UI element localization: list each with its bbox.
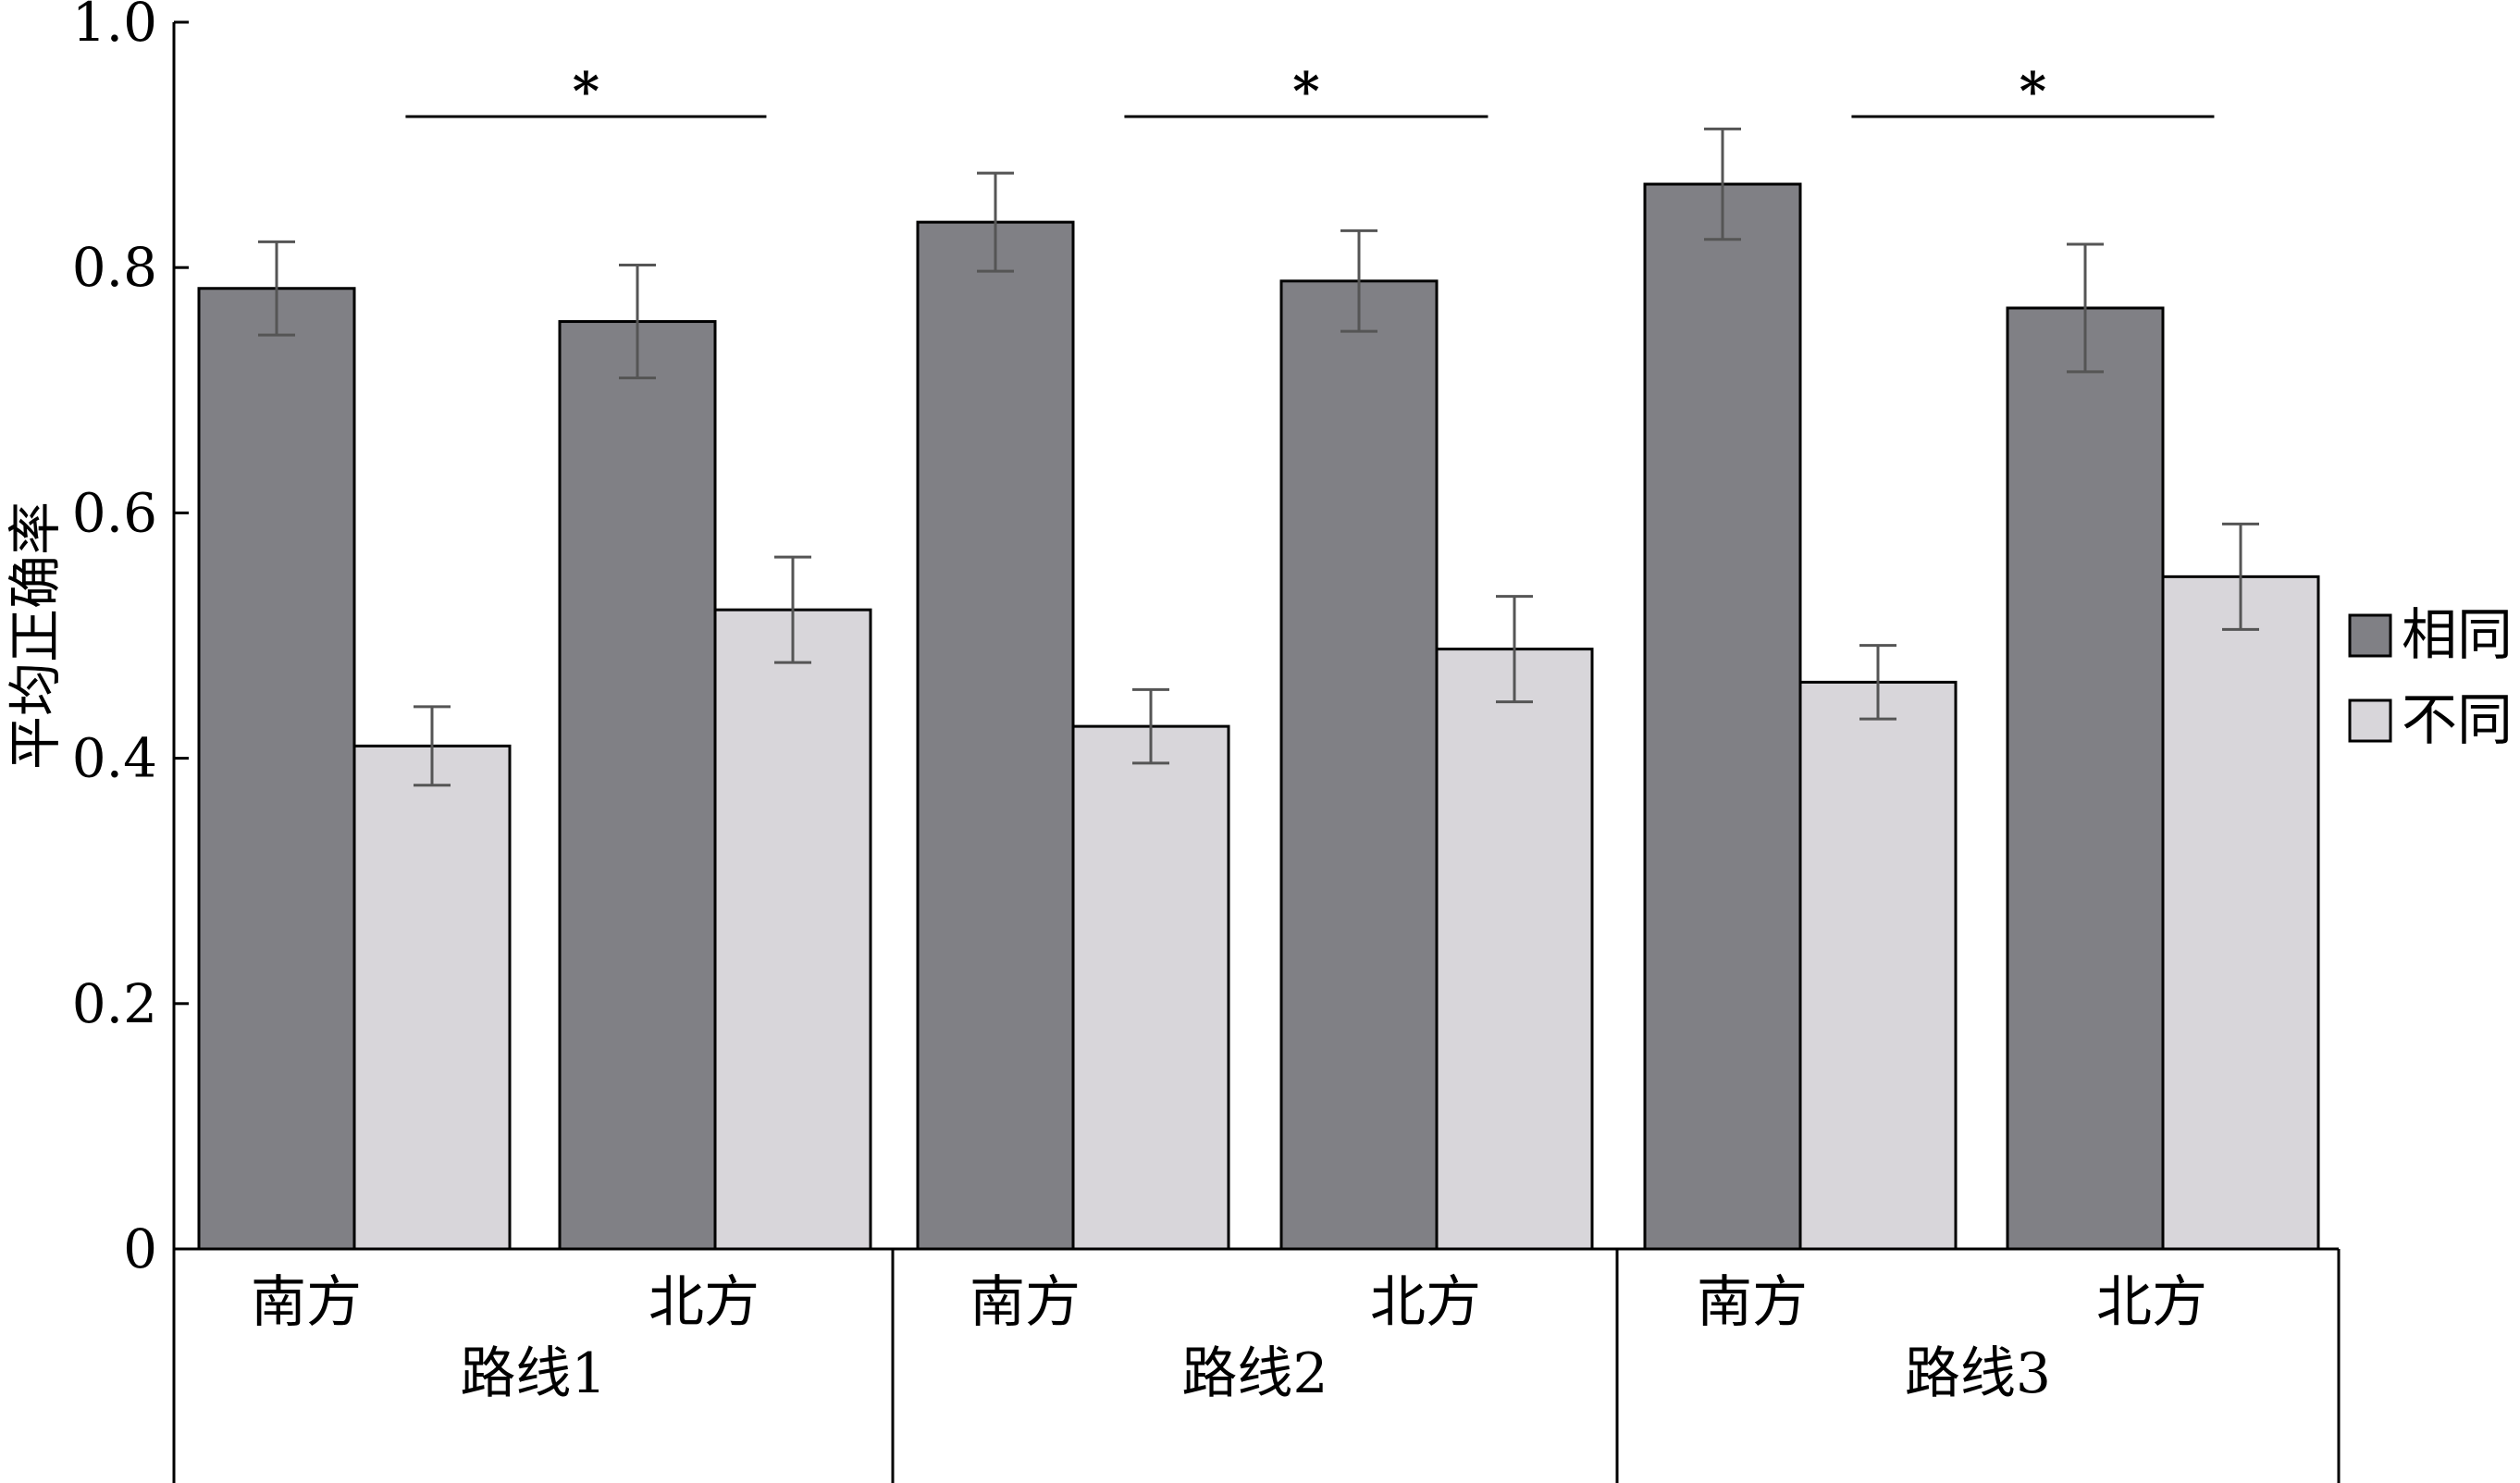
bar-same xyxy=(1643,182,1802,1251)
category-label: 北方 xyxy=(649,1270,760,1335)
bar-different xyxy=(352,744,512,1251)
category-label: 南方 xyxy=(251,1270,362,1335)
bar-same xyxy=(2006,306,2165,1251)
category-label: 南方 xyxy=(1697,1270,1808,1335)
bar-different xyxy=(2161,575,2320,1251)
y-tick-label: 0 xyxy=(123,1217,157,1280)
legend-label: 相同 xyxy=(2402,603,2513,668)
y-tick-label: 1.0 xyxy=(72,0,157,54)
y-tick-label: 0.4 xyxy=(72,727,157,790)
legend-label: 不同 xyxy=(2402,688,2513,753)
y-axis-label: 平均正确率 xyxy=(4,501,67,770)
category-label: 北方 xyxy=(2096,1270,2207,1335)
y-tick-label: 0.8 xyxy=(72,236,157,299)
bar-same xyxy=(1279,279,1439,1251)
legend-swatch xyxy=(2348,613,2392,658)
significance-star: * xyxy=(1292,61,1319,122)
group-label: 路线1 xyxy=(460,1341,606,1406)
axes: 0 0.2 0.4 0.6 0.8 1.0 xyxy=(72,0,2341,1483)
significance-markers: * * * xyxy=(405,61,2215,122)
y-tick-label: 0.6 xyxy=(72,481,157,544)
bar-same xyxy=(558,320,717,1251)
group-label: 路线2 xyxy=(1181,1341,1328,1406)
group-label: 路线3 xyxy=(1905,1341,2051,1406)
y-tick-label: 0.2 xyxy=(72,972,157,1035)
bar-different xyxy=(1435,648,1594,1251)
bar-different xyxy=(1798,680,1958,1251)
significance-star: * xyxy=(2020,61,2046,122)
bar-same xyxy=(197,287,356,1251)
error-bars xyxy=(258,127,2259,787)
bar-different xyxy=(713,608,872,1251)
bars xyxy=(197,182,2320,1251)
significance-star: * xyxy=(573,61,599,122)
legend-swatch xyxy=(2348,698,2392,743)
bar-different xyxy=(1071,724,1230,1251)
bar-same xyxy=(916,220,1075,1251)
category-label: 南方 xyxy=(970,1270,1081,1335)
category-label: 北方 xyxy=(1370,1270,1481,1335)
